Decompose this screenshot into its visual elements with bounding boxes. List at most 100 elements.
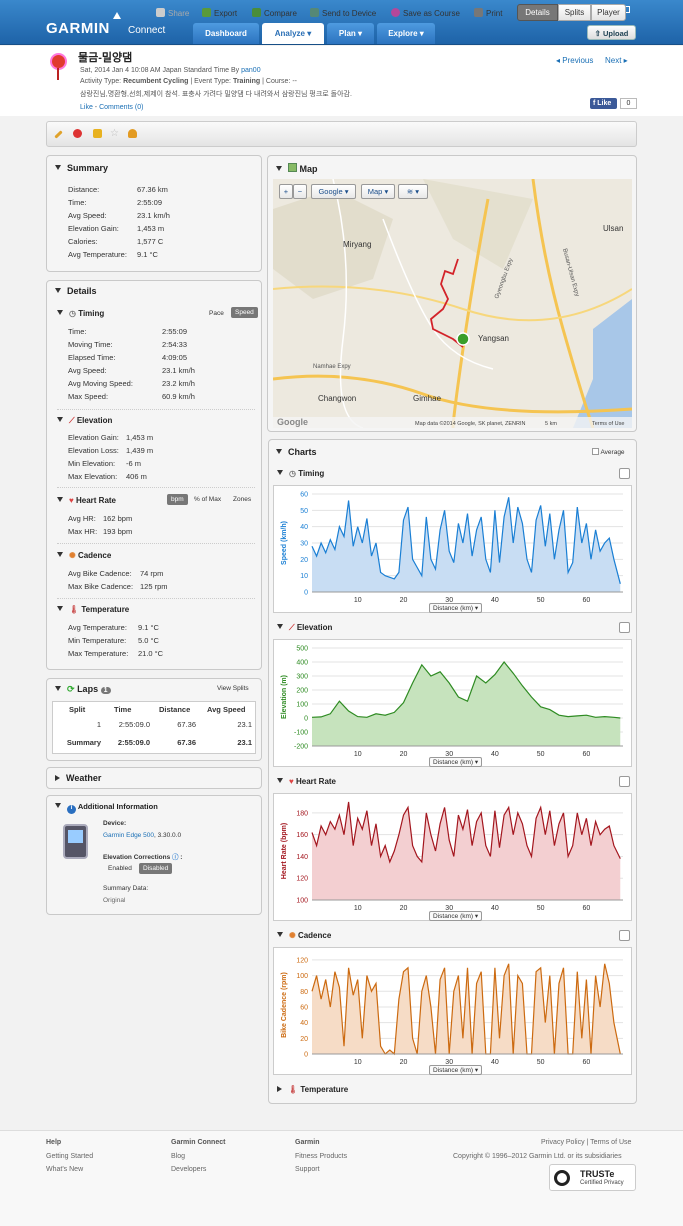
chart-section-header[interactable]: ✺ Cadence	[277, 931, 331, 940]
chart-section-header[interactable]: ♥ Heart Rate	[277, 777, 336, 786]
delete-icon[interactable]	[73, 129, 82, 138]
help-icon[interactable]: ⓘ	[172, 854, 179, 861]
previous-link[interactable]: ◂ Previous	[556, 56, 594, 65]
details-panel	[46, 280, 262, 670]
line-chart[interactable]: 100 120 140 160 180 10 20 30 40 50 60 Heart Rate (b…	[274, 794, 633, 922]
event-type[interactable]: Training	[232, 78, 261, 85]
privacy-policy-link[interactable]: Privacy Policy	[541, 1139, 585, 1146]
footer-whats-new-link[interactable]: What's New	[46, 1166, 84, 1173]
laps-column-header[interactable]: Split	[69, 705, 86, 714]
lock-icon[interactable]	[93, 129, 102, 138]
x-axis-dropdown[interactable]: Distance (km) ▾	[429, 603, 483, 613]
like-link[interactable]: Like	[80, 104, 93, 111]
player-view-button[interactable]: Player	[591, 4, 626, 21]
terms-link[interactable]: Terms of Use	[590, 1139, 632, 1146]
comments-link[interactable]: Comments (0)	[99, 104, 144, 111]
x-axis-dropdown[interactable]: Distance (km) ▾	[429, 757, 483, 767]
compare-button[interactable]: Compare	[252, 8, 297, 18]
stat-value: 125 rpm	[140, 582, 168, 591]
map-terms-link[interactable]: Terms of Use	[592, 421, 624, 427]
elevation-corr-enabled[interactable]: Enabled	[108, 865, 132, 872]
next-link[interactable]: Next ▸	[605, 56, 628, 65]
laps-header[interactable]: ⟳ Laps 1	[55, 684, 111, 695]
stat-label: Time:	[68, 327, 87, 336]
tab-plan[interactable]: Plan ▾	[327, 23, 374, 44]
print-button[interactable]: Print	[474, 8, 502, 18]
elevation-corrections-label: Elevation Corrections ⓘ :	[103, 854, 183, 861]
chart-section-header[interactable]: ⟋ Elevation	[277, 623, 332, 633]
map-type-dropdown[interactable]: Map ▾	[361, 184, 395, 199]
charts-header[interactable]: Charts	[276, 447, 317, 457]
expand-chart-icon[interactable]	[619, 930, 630, 941]
average-checkbox[interactable]: Average	[592, 448, 625, 456]
details-view-button[interactable]: Details	[517, 4, 558, 21]
view-splits-link[interactable]: View Splits	[217, 685, 249, 692]
summary-header[interactable]: Summary	[55, 163, 108, 173]
details-header[interactable]: Details	[55, 286, 97, 296]
zoom-in-button[interactable]: +	[279, 184, 293, 199]
y-tick-label: 10	[300, 573, 308, 580]
series-area	[312, 963, 621, 1054]
zones-toggle[interactable]: Zones	[233, 496, 252, 503]
tab-analyze[interactable]: Analyze ▾	[262, 23, 324, 44]
export-button[interactable]: Export	[202, 8, 237, 18]
badge-icon[interactable]	[128, 129, 137, 138]
layers-icon: ≋	[406, 187, 414, 196]
share-button[interactable]: Share	[156, 8, 189, 18]
x-axis-dropdown[interactable]: Distance (km) ▾	[429, 911, 483, 921]
laps-column-header[interactable]: Time	[114, 705, 132, 714]
map-layers-dropdown[interactable]: ≋ ▾	[398, 184, 428, 199]
tab-explore[interactable]: Explore ▾	[377, 23, 435, 44]
footer-support-link[interactable]: Support	[295, 1166, 320, 1173]
pct-max-toggle[interactable]: % of Max	[194, 496, 222, 503]
line-chart[interactable]: -200 -100 0 100 200 300 400 500 10 20 30 40 50 60 Elev…	[274, 640, 633, 768]
temperature-section-header[interactable]: 🌡 Temperature	[57, 605, 129, 614]
bpm-toggle[interactable]: bpm	[167, 494, 188, 505]
y-tick-label: 60	[300, 492, 308, 499]
activity-description[interactable]: 삼랑진님,명환형,선희,제제이 참석. 표충사 가려다 밀양댐 다 내려와서 삼…	[80, 91, 352, 98]
line-chart[interactable]: 0 10 20 30 40 50 60 10 20 30 40 50 60 Speed (km/h)	[274, 486, 633, 614]
expand-chart-icon[interactable]	[619, 468, 630, 479]
map-provider-dropdown[interactable]: Google ▾	[311, 184, 356, 199]
chart-section-header[interactable]: ◷ Timing	[277, 469, 324, 478]
footer-blog-link[interactable]: Blog	[171, 1153, 186, 1160]
collapse-icon	[55, 803, 61, 808]
pace-toggle[interactable]: Pace	[209, 310, 224, 317]
zoom-out-button[interactable]: −	[293, 184, 307, 199]
footer-fitness-link[interactable]: Fitness Products	[295, 1153, 348, 1160]
footer-getting-started-link[interactable]: Getting Started	[46, 1153, 94, 1160]
facebook-like-button[interactable]: f Like	[590, 98, 617, 109]
favorite-star-icon[interactable]: ☆	[110, 128, 119, 139]
expand-chart-icon[interactable]	[619, 776, 630, 787]
heart-rate-section-header[interactable]: ♥ Heart Rate	[57, 496, 116, 505]
laps-column-header[interactable]: Distance	[159, 705, 191, 714]
device-link[interactable]: Garmin Edge 500	[103, 832, 154, 839]
speed-toggle[interactable]: Speed	[231, 307, 258, 318]
x-axis-dropdown[interactable]: Distance (km) ▾	[429, 1065, 483, 1075]
upload-button[interactable]: ⇧ Upload	[587, 25, 636, 40]
line-chart[interactable]: 0 20 40 60 80 100 120 10 20 30 40 50 60 Bike Cadence …	[274, 948, 633, 1076]
temperature-chart-header[interactable]: 🌡 Temperature	[277, 1085, 348, 1094]
garmin-logo[interactable]: GARMIN	[46, 20, 110, 37]
summary-data-value: Original	[103, 897, 126, 904]
start-marker[interactable]	[456, 332, 470, 346]
activity-type[interactable]: Recumbent Cycling	[123, 78, 189, 85]
save-as-course-button[interactable]: Save as Course	[391, 8, 460, 18]
expand-chart-icon[interactable]	[619, 622, 630, 633]
elevation-section-header[interactable]: ⟋ Elevation	[57, 416, 112, 426]
route-map[interactable]: Miryang Ulsan Yangsan Changwon Gimhae Na…	[273, 179, 632, 428]
elevation-corr-disabled[interactable]: Disabled	[139, 863, 173, 874]
activity-title[interactable]: 물금-밀양댐	[78, 52, 133, 64]
timing-section-header[interactable]: ◷ Timing	[57, 309, 104, 318]
activity-user-link[interactable]: pan00	[241, 67, 261, 74]
additional-info-header[interactable]: i Additional Information	[55, 802, 158, 814]
map-header[interactable]: Map	[276, 163, 318, 174]
footer-developers-link[interactable]: Developers	[171, 1166, 207, 1173]
truste-seal[interactable]: TRUSTe Certified Privacy	[549, 1164, 636, 1191]
laps-column-header[interactable]: Avg Speed	[207, 705, 246, 714]
weather-header[interactable]: Weather	[55, 773, 101, 783]
cadence-section-header[interactable]: ✺ Cadence	[57, 551, 111, 560]
splits-view-button[interactable]: Splits	[558, 4, 591, 21]
tab-dashboard[interactable]: Dashboard	[193, 23, 259, 44]
send-to-device-button[interactable]: Send to Device	[310, 8, 376, 18]
